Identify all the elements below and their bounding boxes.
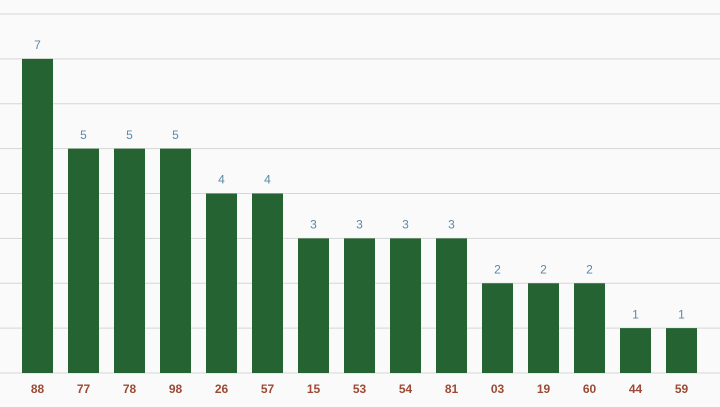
x-tick-label: 26: [215, 382, 229, 396]
x-tick-label: 57: [261, 382, 275, 396]
value-label: 5: [126, 128, 133, 142]
x-tick-label: 19: [537, 382, 551, 396]
bar: [344, 238, 375, 373]
value-label: 3: [448, 218, 455, 232]
bar: [160, 148, 191, 373]
x-tick-label: 59: [675, 382, 689, 396]
value-label: 4: [218, 173, 225, 187]
bar: [252, 193, 283, 373]
value-label: 2: [586, 262, 593, 276]
value-label: 3: [310, 218, 317, 232]
x-tick-label: 98: [169, 382, 183, 396]
x-tick-label: 03: [491, 382, 505, 396]
bar: [68, 148, 99, 373]
x-tick-label: 15: [307, 382, 321, 396]
value-label: 3: [402, 218, 409, 232]
bar: [206, 193, 237, 373]
bar: [114, 148, 145, 373]
x-tick-label: 88: [31, 382, 45, 396]
bar: [574, 283, 605, 373]
bar: [390, 238, 421, 373]
x-tick-label: 54: [399, 382, 413, 396]
value-label: 2: [494, 262, 501, 276]
x-tick-label: 44: [629, 382, 643, 396]
value-label: 3: [356, 218, 363, 232]
value-label: 1: [632, 307, 639, 321]
value-label: 1: [678, 307, 685, 321]
x-tick-label: 60: [583, 382, 597, 396]
bar: [482, 283, 513, 373]
value-label: 7: [34, 38, 41, 52]
value-label: 5: [80, 128, 87, 142]
bar: [620, 328, 651, 373]
x-tick-label: 81: [445, 382, 459, 396]
bar: [22, 58, 53, 373]
value-label: 5: [172, 128, 179, 142]
bar: [298, 238, 329, 373]
bar: [436, 238, 467, 373]
bar: [528, 283, 559, 373]
x-tick-label: 78: [123, 382, 137, 396]
x-tick-label: 77: [77, 382, 91, 396]
bar: [666, 328, 697, 373]
x-tick-label: 53: [353, 382, 367, 396]
value-label: 2: [540, 262, 547, 276]
value-label: 4: [264, 173, 271, 187]
